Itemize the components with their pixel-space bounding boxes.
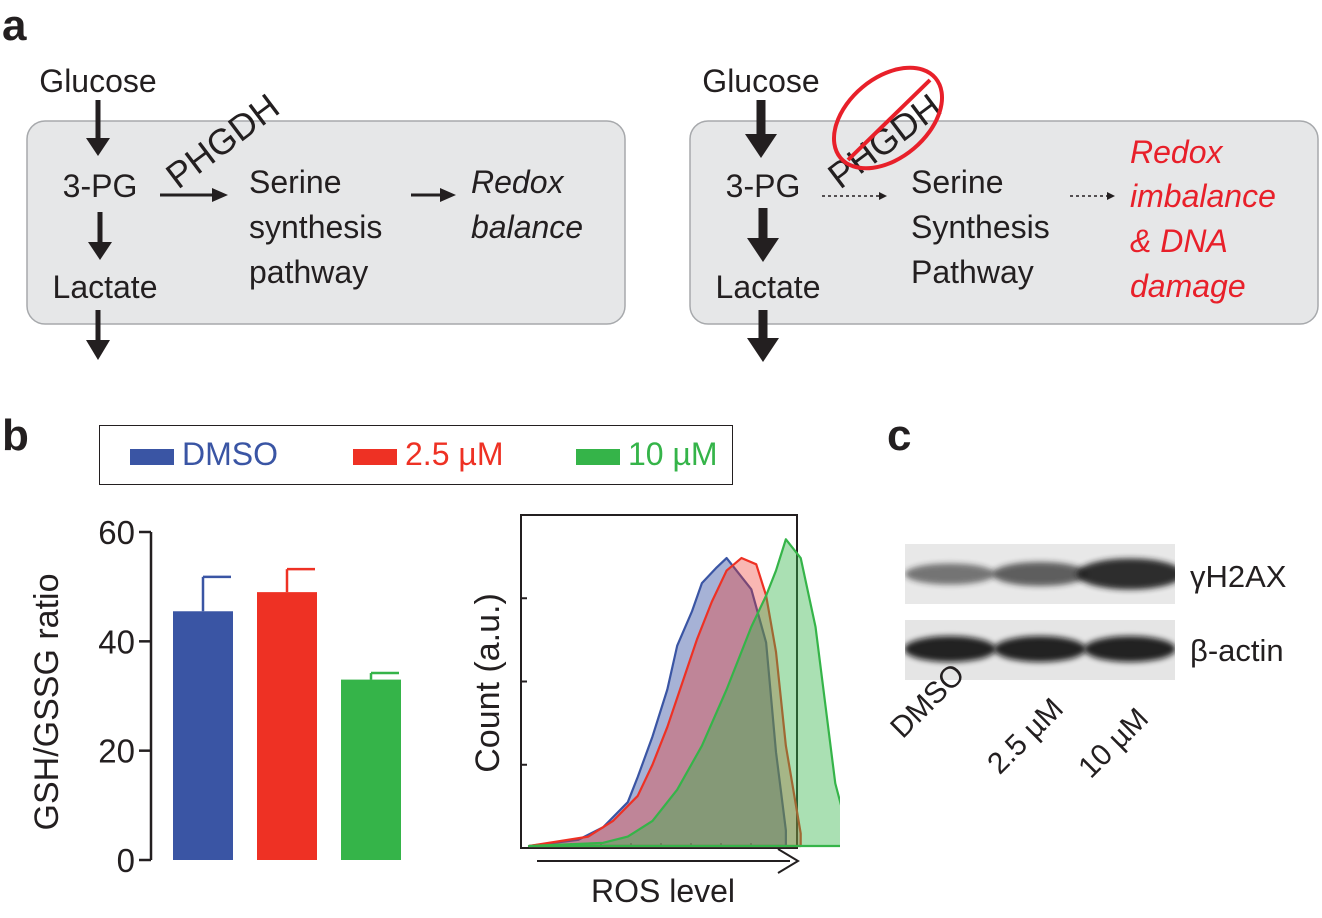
bar-ytick-label: 40 [98,623,135,660]
hist-xlabel: ROS level [591,873,735,905]
right-redox-line2: imbalance [1130,178,1276,214]
left-pathway-box [26,120,626,325]
left-serine-line3: pathway [249,254,368,290]
blot-lane-label-low: 2.5 µM [981,692,1070,781]
bar-y-axis: 0 20 40 60 [98,514,153,879]
western-blot [905,558,1175,662]
blot-label-actin: β-actin [1190,633,1284,668]
left-serine-line2: synthesis [249,209,382,245]
legend-label-low: 2.5 µM [405,436,504,472]
panel-a-diagram: Glucose 3-PG Lactate PHGDH Serine synthe… [26,63,1319,362]
bar-ylabel: GSH/GSSG ratio [28,574,66,831]
band-actin-2 [1084,636,1175,662]
left-glucose-label: Glucose [39,63,156,99]
hist-series-0 [527,556,787,848]
phgdh-inhibited-ellipse [831,65,945,171]
right-serine-line1: Serine [911,164,1004,200]
right-pathway-box [689,120,1319,325]
bar-0 [173,611,233,860]
legend-label-high: 10 µM [628,436,718,472]
hist-ylabel: Count (a.u.) [469,593,507,773]
right-3pg-label: 3-PG [726,168,801,204]
band-actin-1 [994,636,1086,662]
hist-series-2 [527,538,840,848]
right-serine-line3: Pathway [911,254,1034,290]
right-glucose-label: Glucose [702,63,819,99]
ros-histogram: Count (a.u.) ROS level [469,514,840,905]
legend: DMSO 2.5 µM 10 µM [99,425,733,485]
band-gh2ax-1 [992,562,1088,586]
band-gh2ax-2 [1076,558,1175,590]
band-actin-0 [905,636,996,662]
right-redox-line3: & DNA [1130,223,1228,259]
blot-label-gh2ax: γH2AX [1190,559,1287,594]
blot-lane-label-high: 10 µM [1072,701,1156,785]
right-redox-line1: Redox [1130,134,1224,170]
bar-2 [341,679,401,860]
hist-series-1 [527,556,802,848]
legend-swatch-low [353,449,397,465]
right-redox-line4: damage [1130,268,1246,304]
bar-ytick-label: 20 [98,733,135,770]
band-gh2ax-0 [905,563,996,585]
left-redox-line1: Redox [471,164,565,200]
legend-swatch-high [576,449,620,465]
right-serine-line2: Synthesis [911,209,1050,245]
panel-label-a: a [2,1,27,50]
panel-label-b: b [2,411,29,460]
bar-chart: GSH/GSSG ratio 0 20 40 60 [28,514,401,879]
phgdh-strike-line [846,78,932,162]
left-3pg-label: 3-PG [63,168,138,204]
left-lactate-label: Lactate [53,269,158,305]
legend-label-dmso: DMSO [182,436,278,472]
legend-swatch-dmso [130,449,174,465]
panel-label-c: c [887,411,912,460]
right-lactate-label: Lactate [716,269,821,305]
bar-ytick-label: 0 [117,842,135,879]
bar-ytick-label: 60 [98,514,135,551]
bar-1 [257,592,317,860]
left-redox-line2: balance [471,209,583,245]
left-serine-line1: Serine [249,164,342,200]
